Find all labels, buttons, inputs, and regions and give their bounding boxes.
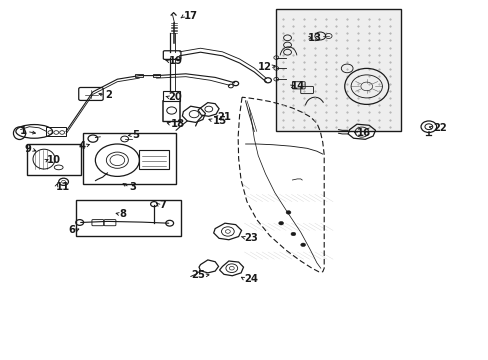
Text: 22: 22 bbox=[432, 123, 446, 133]
Bar bbox=[152, 74, 160, 77]
Text: 2: 2 bbox=[105, 90, 112, 100]
Text: 24: 24 bbox=[244, 274, 258, 284]
Text: 4: 4 bbox=[78, 141, 85, 151]
Text: 21: 21 bbox=[217, 112, 231, 122]
Bar bbox=[83, 133, 176, 184]
Text: 19: 19 bbox=[168, 56, 183, 66]
Circle shape bbox=[300, 243, 305, 247]
Text: 13: 13 bbox=[307, 33, 322, 43]
Text: 5: 5 bbox=[132, 130, 139, 140]
Bar bbox=[76, 200, 181, 236]
Text: 12: 12 bbox=[257, 62, 271, 72]
Text: 20: 20 bbox=[168, 92, 182, 102]
Text: 7: 7 bbox=[159, 200, 165, 210]
Text: 25: 25 bbox=[191, 270, 205, 280]
Text: 9: 9 bbox=[25, 144, 32, 154]
Bar bbox=[276, 9, 400, 131]
Bar bbox=[139, 150, 168, 169]
Text: 10: 10 bbox=[46, 155, 61, 165]
Text: 8: 8 bbox=[120, 209, 126, 219]
Text: 1: 1 bbox=[20, 126, 27, 136]
Text: 18: 18 bbox=[171, 119, 185, 129]
Text: 6: 6 bbox=[69, 225, 76, 235]
Text: 11: 11 bbox=[56, 182, 70, 192]
Bar bbox=[27, 144, 81, 175]
Bar bbox=[135, 74, 143, 77]
Circle shape bbox=[290, 232, 295, 236]
Circle shape bbox=[278, 221, 283, 225]
Bar bbox=[46, 127, 66, 136]
Text: 23: 23 bbox=[244, 233, 258, 243]
Bar bbox=[163, 91, 180, 101]
Text: 17: 17 bbox=[183, 11, 197, 21]
Text: 15: 15 bbox=[212, 116, 226, 126]
Circle shape bbox=[285, 211, 290, 214]
Text: 16: 16 bbox=[356, 128, 370, 138]
Text: 3: 3 bbox=[129, 182, 136, 192]
Text: 14: 14 bbox=[290, 81, 305, 91]
